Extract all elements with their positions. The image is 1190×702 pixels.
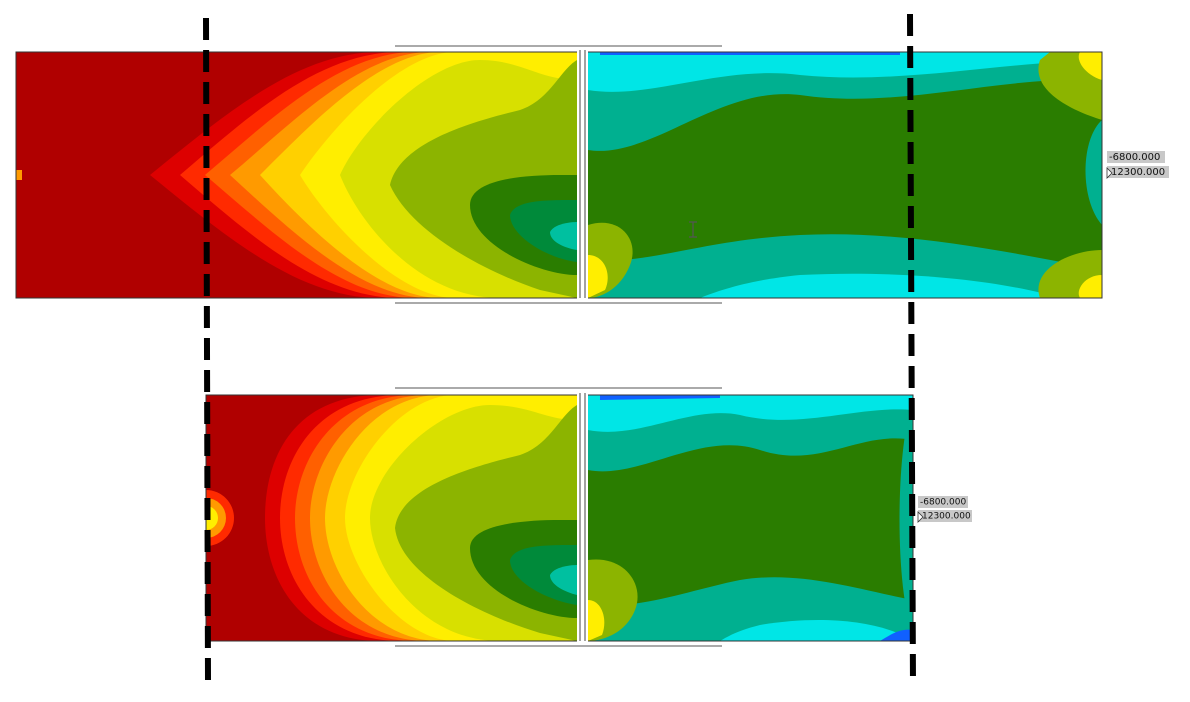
legend-max: 12300.000 xyxy=(922,512,971,522)
bottom-right-contour xyxy=(588,395,913,641)
legend-min: -6800.000 xyxy=(1109,152,1160,163)
top-left-contour xyxy=(16,52,577,298)
dashed-guide xyxy=(203,17,211,683)
top-right-contour xyxy=(588,52,1102,298)
bottom-left-contour xyxy=(206,395,577,641)
legend-min: -6800.000 xyxy=(920,498,966,508)
legend-max: 12300.000 xyxy=(1111,167,1165,178)
dashed-guide xyxy=(907,13,916,687)
